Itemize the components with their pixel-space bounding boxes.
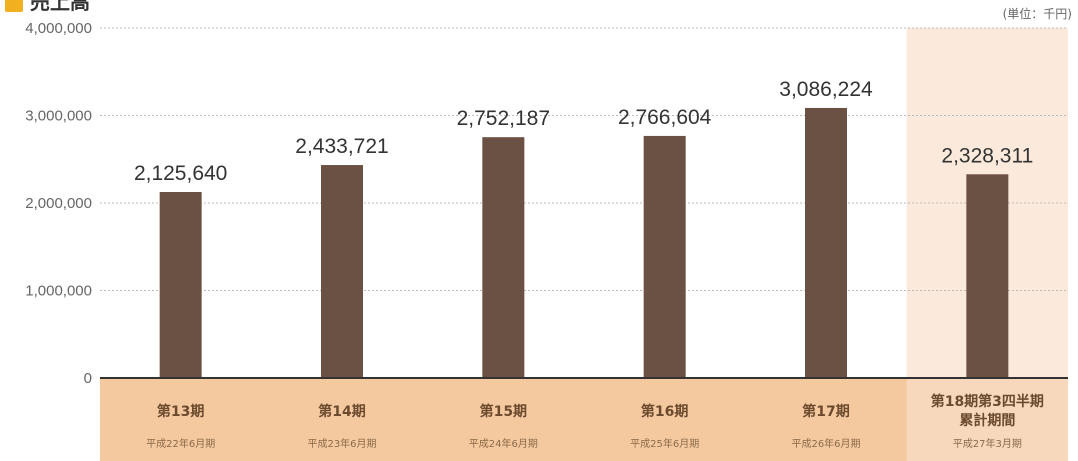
value-label: 2,433,721 (295, 135, 388, 158)
bar (321, 165, 363, 378)
category-sublabel: 平成27年3月期 (953, 437, 1022, 450)
value-label: 3,086,224 (779, 78, 873, 101)
category-label: 第13期 (157, 403, 204, 420)
category-label: 第18期第3四半期 (931, 393, 1044, 410)
unit-label: (単位：千円) (1003, 6, 1072, 21)
highlight-category-band (906, 378, 1068, 461)
category-sublabel: 平成24年6月期 (469, 437, 538, 450)
category-sublabel: 平成26年6月期 (791, 437, 860, 450)
category-sublabel: 平成25年6月期 (630, 437, 699, 450)
bar (966, 174, 1009, 378)
category-label: 第14期 (318, 403, 365, 420)
y-tick-label: 1,000,000 (25, 283, 92, 300)
category-label: 第16期 (641, 403, 688, 420)
y-tick-label: 4,000,000 (25, 20, 92, 37)
value-label: 2,328,311 (941, 144, 1033, 167)
category-label: 第17期 (802, 403, 849, 420)
y-tick-label: 0 (84, 370, 92, 387)
category-label: 第15期 (480, 403, 527, 420)
chart-title: 売上高 (30, 0, 90, 14)
title-icon (5, 0, 23, 12)
value-label: 2,766,604 (618, 106, 712, 129)
category-sublabel: 平成23年6月期 (307, 437, 376, 450)
value-label: 2,125,640 (134, 162, 227, 185)
bar (159, 192, 202, 378)
y-tick-label: 3,000,000 (25, 108, 92, 125)
category-sublabel: 平成22年6月期 (146, 437, 215, 450)
bar (643, 135, 686, 378)
value-label: 2,752,187 (457, 107, 550, 130)
bar (805, 107, 847, 379)
bar (482, 137, 525, 378)
y-tick-label: 2,000,000 (25, 195, 92, 212)
category-label: 累計期間 (959, 412, 1015, 429)
